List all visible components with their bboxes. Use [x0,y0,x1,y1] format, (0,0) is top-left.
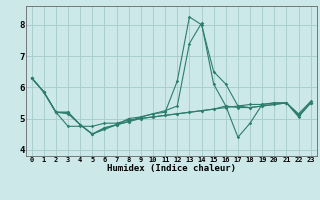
X-axis label: Humidex (Indice chaleur): Humidex (Indice chaleur) [107,164,236,173]
